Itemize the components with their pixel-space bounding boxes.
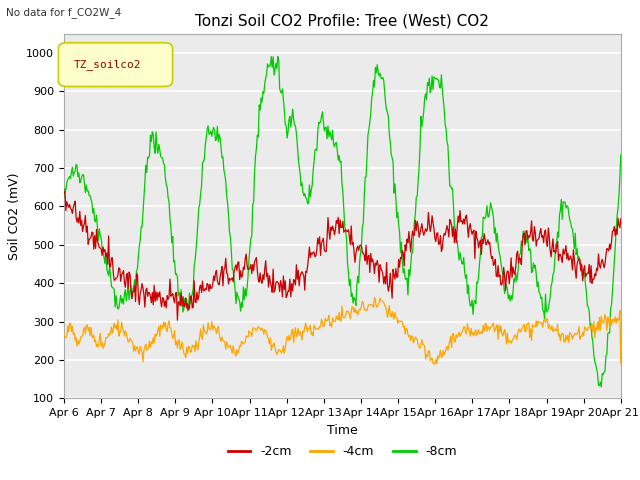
Text: No data for f_CO2W_4: No data for f_CO2W_4: [6, 7, 122, 18]
Text: TZ_soilco2: TZ_soilco2: [74, 59, 141, 70]
Legend: -2cm, -4cm, -8cm: -2cm, -4cm, -8cm: [223, 440, 462, 463]
Title: Tonzi Soil CO2 Profile: Tree (West) CO2: Tonzi Soil CO2 Profile: Tree (West) CO2: [195, 13, 490, 28]
FancyBboxPatch shape: [58, 43, 173, 86]
X-axis label: Time: Time: [327, 424, 358, 437]
Y-axis label: Soil CO2 (mV): Soil CO2 (mV): [8, 172, 20, 260]
